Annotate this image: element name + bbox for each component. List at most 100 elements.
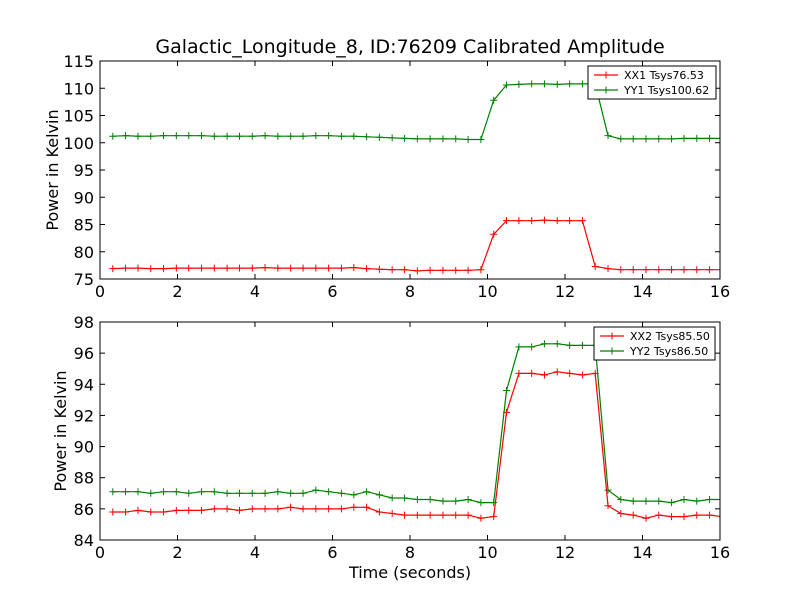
data-point <box>502 217 510 225</box>
y-tick-label: 98 <box>74 313 94 332</box>
data-point <box>185 489 193 497</box>
data-point <box>337 505 345 513</box>
data-point <box>464 496 472 504</box>
y-tick-label: 92 <box>74 406 94 425</box>
data-point <box>223 489 231 497</box>
data-point <box>223 505 231 513</box>
data-point <box>426 511 434 519</box>
data-point <box>248 264 256 272</box>
data-point <box>185 264 193 272</box>
data-point <box>401 134 409 142</box>
data-point <box>578 371 586 379</box>
data-point <box>693 497 701 505</box>
data-point <box>160 508 168 516</box>
data-point <box>325 505 333 513</box>
x-tick-label: 6 <box>327 543 337 562</box>
data-point <box>248 505 256 513</box>
data-point <box>236 264 243 272</box>
data-point <box>464 135 472 143</box>
series-1 <box>109 216 720 275</box>
data-point <box>655 266 663 274</box>
data-point <box>363 503 371 511</box>
data-point <box>109 265 117 273</box>
top-panel: 0 2 4 6 8 10 12 14 16 75 80 85 90 95 100 105 110 115 Power… <box>43 52 730 301</box>
data-point <box>680 134 688 142</box>
data-point <box>401 511 409 519</box>
data-point <box>693 266 701 274</box>
data-point <box>591 262 599 270</box>
x-tick-label: 14 <box>632 282 652 301</box>
y-tick-label: 90 <box>74 188 94 207</box>
data-point <box>109 508 117 516</box>
data-point <box>693 134 701 142</box>
legend-box <box>593 326 716 361</box>
data-point <box>363 133 371 141</box>
legend-marker <box>608 332 616 340</box>
data-point <box>134 132 142 140</box>
data-point <box>553 340 561 348</box>
data-point <box>528 343 536 351</box>
data-point <box>515 217 523 225</box>
data-point <box>668 266 676 274</box>
data-point <box>566 341 574 349</box>
x-tick-label: 6 <box>327 282 337 301</box>
data-point <box>134 264 142 272</box>
data-point <box>642 135 650 143</box>
data-point <box>464 266 472 274</box>
legend-label: YY2 Tsys86.50 <box>629 345 708 358</box>
data-point <box>490 499 498 507</box>
data-point <box>502 387 510 395</box>
data-point <box>160 132 168 140</box>
data-point <box>426 266 434 274</box>
legend: XX2 Tsys85.50 YY2 Tsys86.50 <box>593 326 716 361</box>
data-point <box>706 266 714 274</box>
data-point <box>172 506 180 514</box>
data-point <box>287 503 295 511</box>
data-point <box>147 489 155 497</box>
data-point <box>464 511 472 519</box>
data-point <box>642 266 650 274</box>
data-point <box>490 513 498 521</box>
legend-marker <box>608 347 616 355</box>
data-point <box>312 132 320 140</box>
data-point <box>515 369 523 377</box>
data-point <box>185 132 193 140</box>
data-point <box>388 134 396 142</box>
data-point <box>198 264 206 272</box>
data-point <box>439 511 447 519</box>
y-tick-label: 94 <box>74 375 94 394</box>
data-point <box>299 505 307 513</box>
data-point <box>578 80 586 88</box>
data-point <box>668 135 676 143</box>
data-point <box>287 132 295 140</box>
data-point <box>160 265 168 273</box>
data-point <box>122 264 130 272</box>
data-point <box>642 497 650 505</box>
data-point <box>185 506 193 514</box>
legend-label: XX2 Tsys85.50 <box>630 330 710 343</box>
data-point <box>490 96 498 104</box>
y-tick-label: 96 <box>74 344 94 363</box>
data-point <box>210 505 218 513</box>
legend-marker <box>602 86 610 94</box>
data-point <box>210 488 218 496</box>
data-point <box>655 511 663 519</box>
data-point <box>477 135 485 143</box>
x-tick-label: 10 <box>477 282 497 301</box>
x-tick-label: 14 <box>632 543 652 562</box>
data-point <box>172 132 180 140</box>
data-point <box>248 132 256 140</box>
data-point <box>439 135 447 143</box>
data-point <box>629 266 637 274</box>
y-tick-label: 105 <box>63 107 94 126</box>
data-point <box>604 265 612 273</box>
data-point <box>629 497 637 505</box>
data-point <box>363 488 371 496</box>
data-point <box>401 266 409 274</box>
data-point <box>198 488 206 496</box>
data-point <box>236 132 243 140</box>
data-point <box>198 132 206 140</box>
data-point <box>528 217 536 225</box>
data-point <box>566 80 574 88</box>
y-tick-label: 90 <box>74 438 94 457</box>
